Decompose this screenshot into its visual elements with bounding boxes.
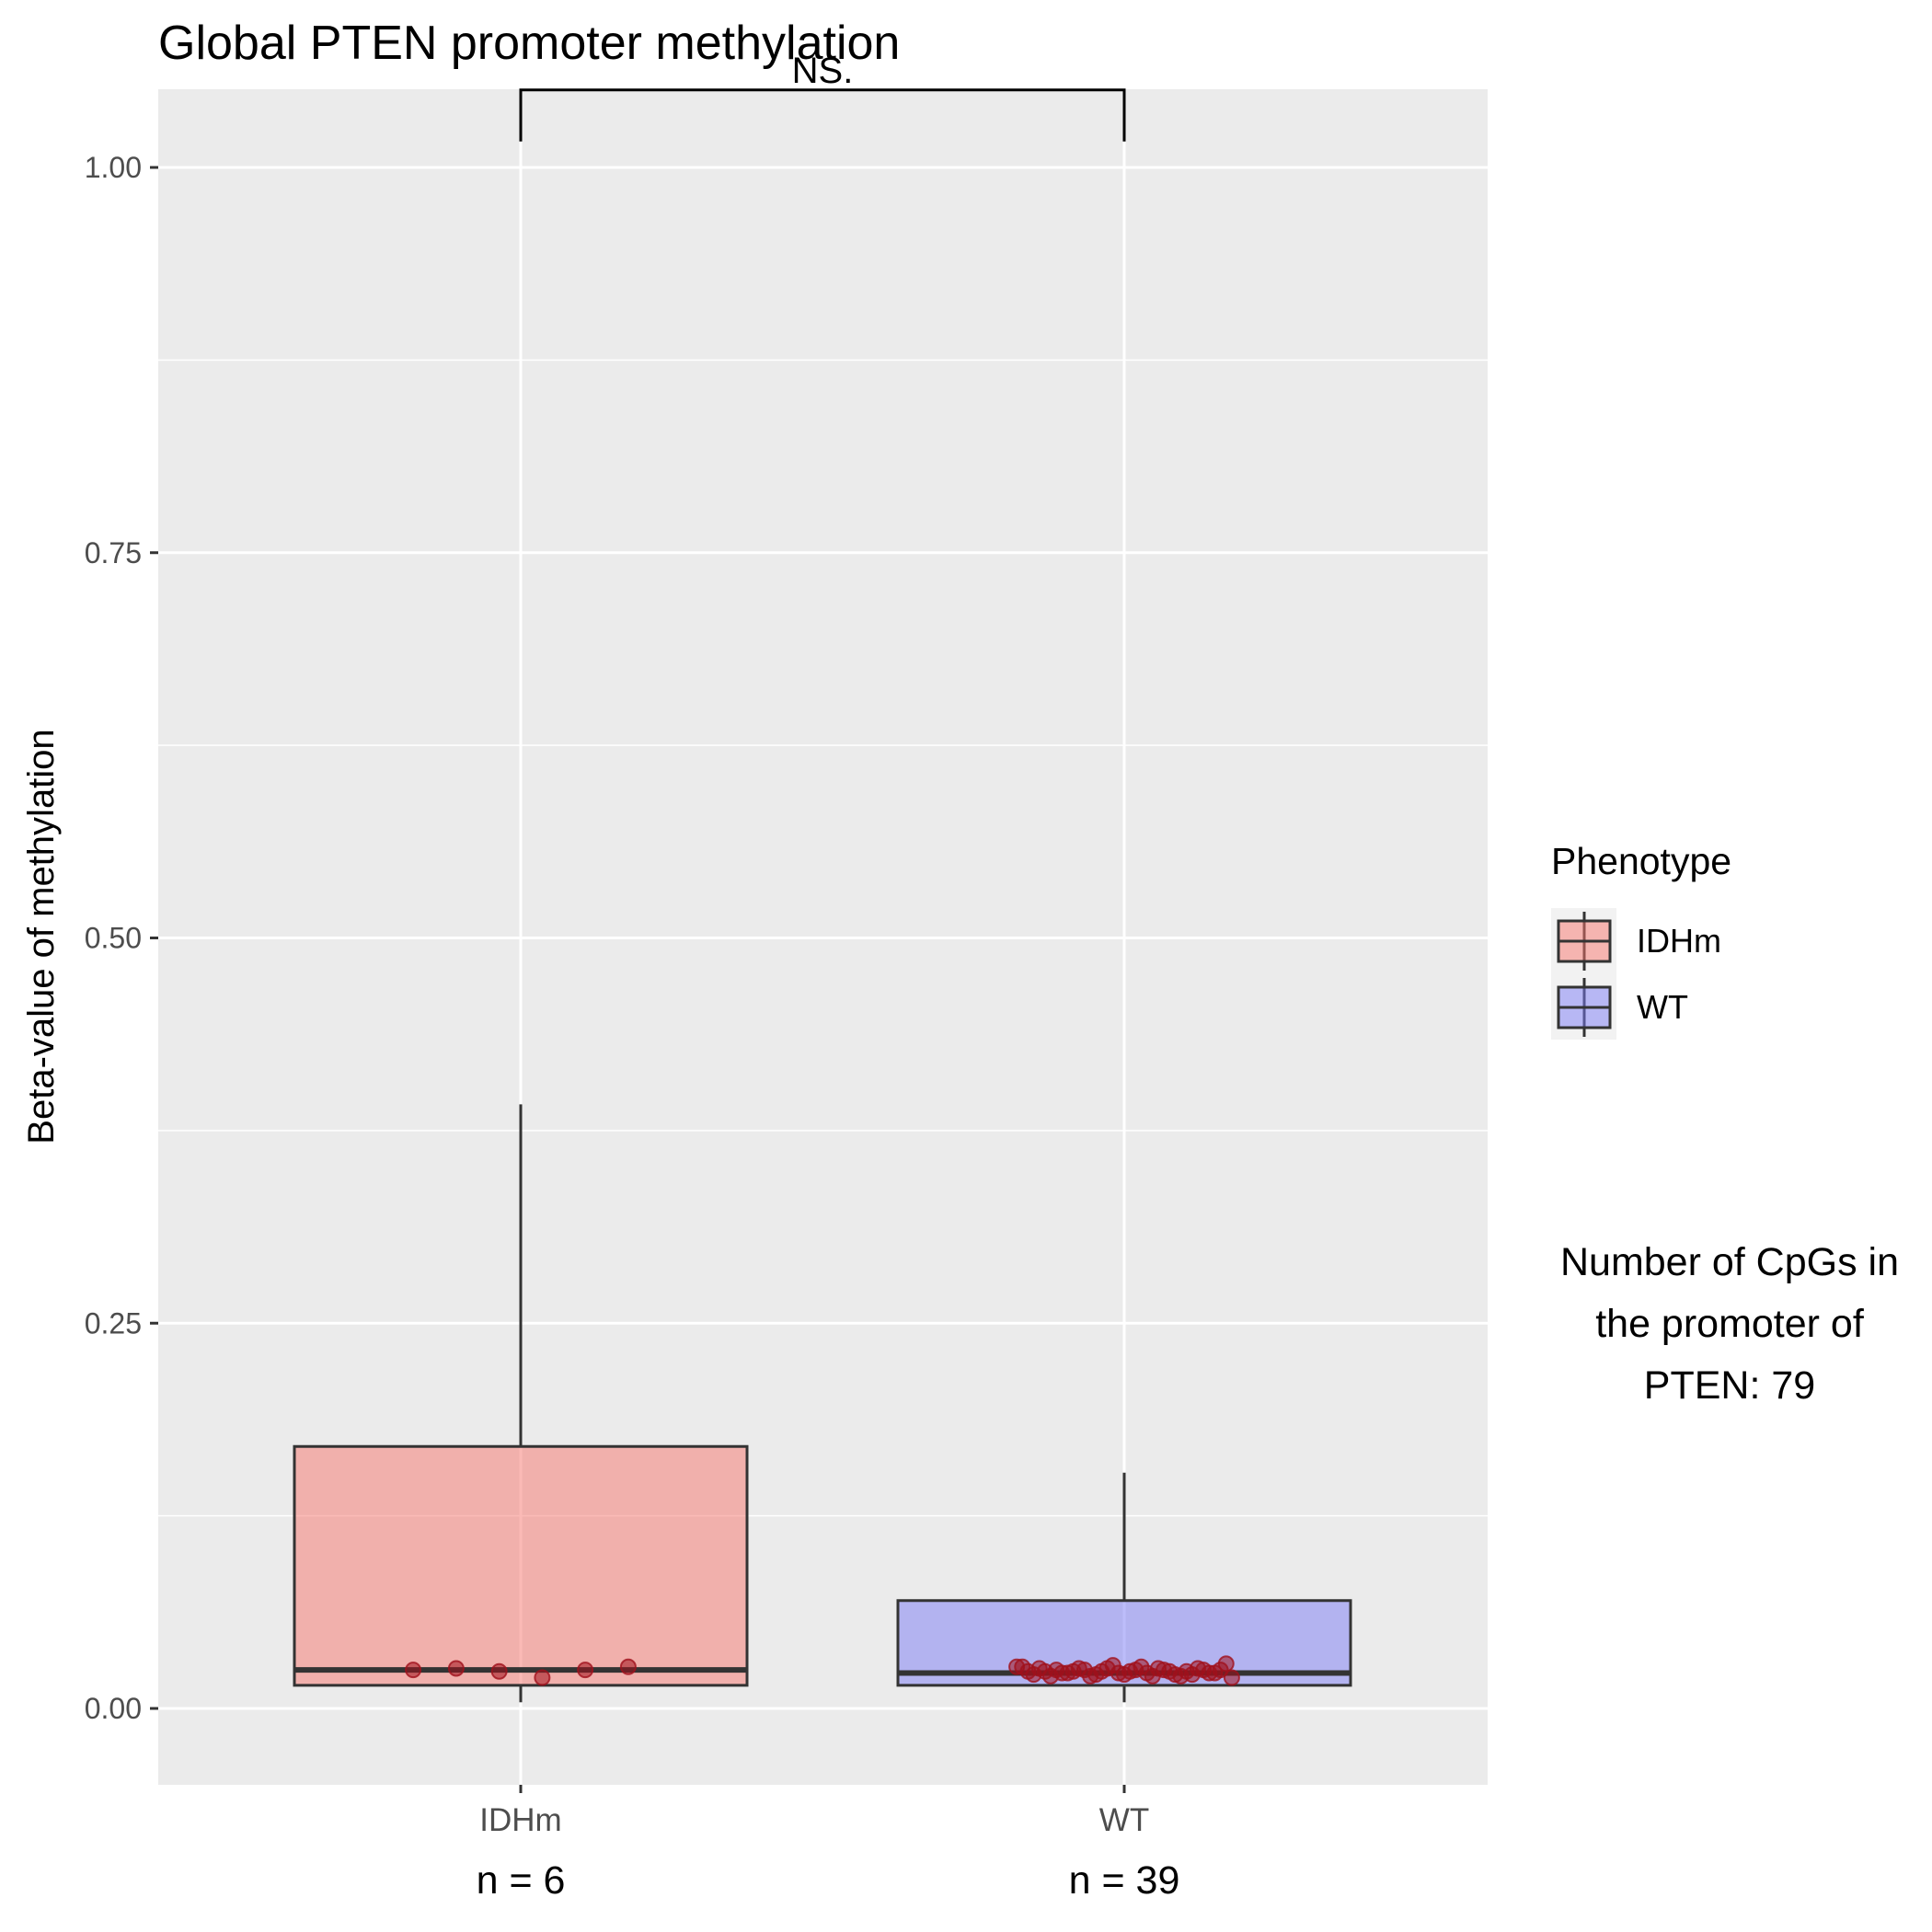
data-point [1144,1667,1161,1685]
cpg-annotation: Number of CpGs in the promoter of PTEN: 79 [1560,1240,1899,1408]
legend: Phenotype IDHm WT [1551,840,1731,1040]
y-tick-label: 0.50 [85,922,142,955]
y-axis-label: Beta-value of methylation [21,729,62,1144]
legend-label: WT [1637,988,1688,1026]
data-points [405,1655,1240,1686]
box-body [293,1444,749,1687]
annotation-line: Number of CpGs in [1560,1240,1899,1284]
y-tick-label: 0.25 [85,1306,142,1340]
x-tick-label: WT [1099,1802,1149,1838]
y-tick-label: 1.00 [85,151,142,184]
box-idhm [293,1104,749,1703]
boxes [293,1104,1352,1703]
n-label: n = 6 [477,1858,566,1903]
annotation-line: the promoter of [1595,1302,1865,1346]
data-point [619,1658,637,1675]
significance-label: NS. [792,51,854,91]
data-point [447,1660,465,1677]
y-tick-label: 0.75 [85,536,142,569]
data-point [534,1669,551,1686]
significance-bracket [519,88,1126,142]
x-tick-label: IDHm [479,1802,561,1838]
data-point [405,1662,422,1679]
legend-label: IDHm [1637,922,1721,960]
x-axis-ticks: IDHm n = 6 WT n = 39 [477,1785,1180,1903]
legend-title: Phenotype [1551,840,1731,882]
n-label: n = 39 [1069,1858,1180,1903]
data-point [1019,1662,1037,1680]
data-point [1042,1667,1060,1685]
annotation-line: PTEN: 79 [1644,1363,1815,1408]
y-tick-label: 0.00 [85,1692,142,1725]
data-point [1223,1669,1240,1686]
legend-item-wt: WT [1557,978,1688,1037]
bracket-line [519,88,1126,142]
chart-title: Global PTEN promoter methylation [158,17,900,70]
legend-item-idhm: IDHm [1557,912,1721,971]
data-point [577,1662,594,1679]
data-point [490,1662,508,1680]
y-axis-ticks: 0.00 0.25 0.50 0.75 1.00 [85,151,158,1725]
